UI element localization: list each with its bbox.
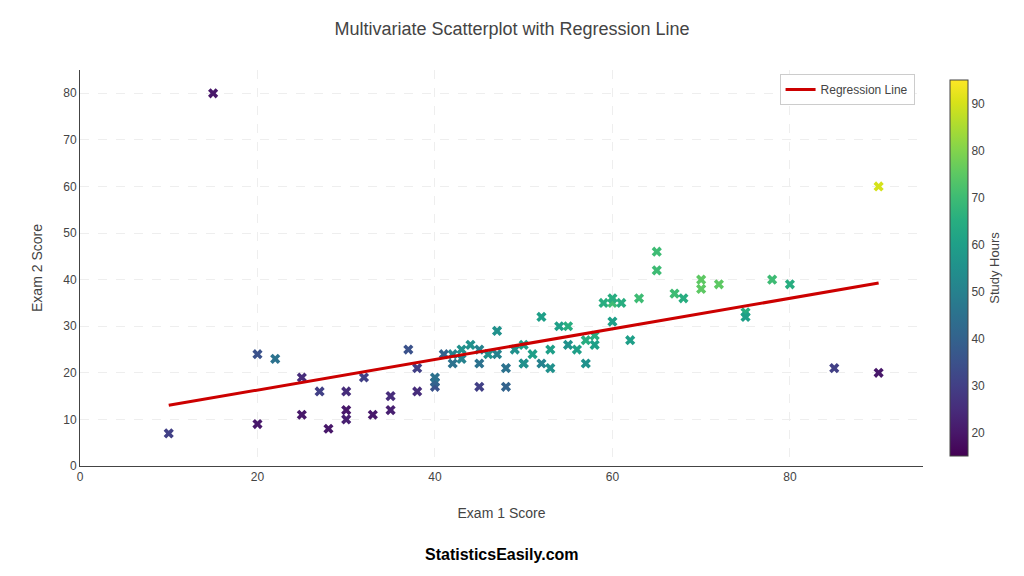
svg-text:20: 20 — [63, 366, 77, 380]
svg-text:50: 50 — [971, 285, 985, 299]
svg-text:70: 70 — [63, 133, 77, 147]
svg-text:Exam 2 Score: Exam 2 Score — [29, 224, 45, 312]
svg-text:0: 0 — [70, 459, 77, 473]
svg-text:30: 30 — [971, 379, 985, 393]
svg-text:0: 0 — [77, 470, 84, 484]
svg-text:Study Hours: Study Hours — [987, 232, 1002, 304]
svg-text:30: 30 — [63, 319, 77, 333]
svg-text:80: 80 — [971, 144, 985, 158]
svg-text:50: 50 — [63, 226, 77, 240]
svg-text:70: 70 — [971, 191, 985, 205]
svg-text:40: 40 — [428, 470, 442, 484]
svg-text:90: 90 — [971, 97, 985, 111]
svg-text:40: 40 — [971, 332, 985, 346]
svg-text:60: 60 — [63, 180, 77, 194]
svg-text:Multivariate Scatterplot with: Multivariate Scatterplot with Regression… — [334, 19, 689, 39]
svg-text:Regression Line: Regression Line — [821, 83, 908, 97]
svg-text:Exam 1 Score: Exam 1 Score — [458, 505, 546, 521]
svg-text:StatisticsEasily.com: StatisticsEasily.com — [425, 546, 579, 563]
svg-text:60: 60 — [606, 470, 620, 484]
svg-text:20: 20 — [251, 470, 265, 484]
svg-text:10: 10 — [63, 413, 77, 427]
svg-text:80: 80 — [783, 470, 797, 484]
svg-text:60: 60 — [971, 238, 985, 252]
svg-text:20: 20 — [971, 426, 985, 440]
svg-text:40: 40 — [63, 273, 77, 287]
svg-text:80: 80 — [63, 86, 77, 100]
